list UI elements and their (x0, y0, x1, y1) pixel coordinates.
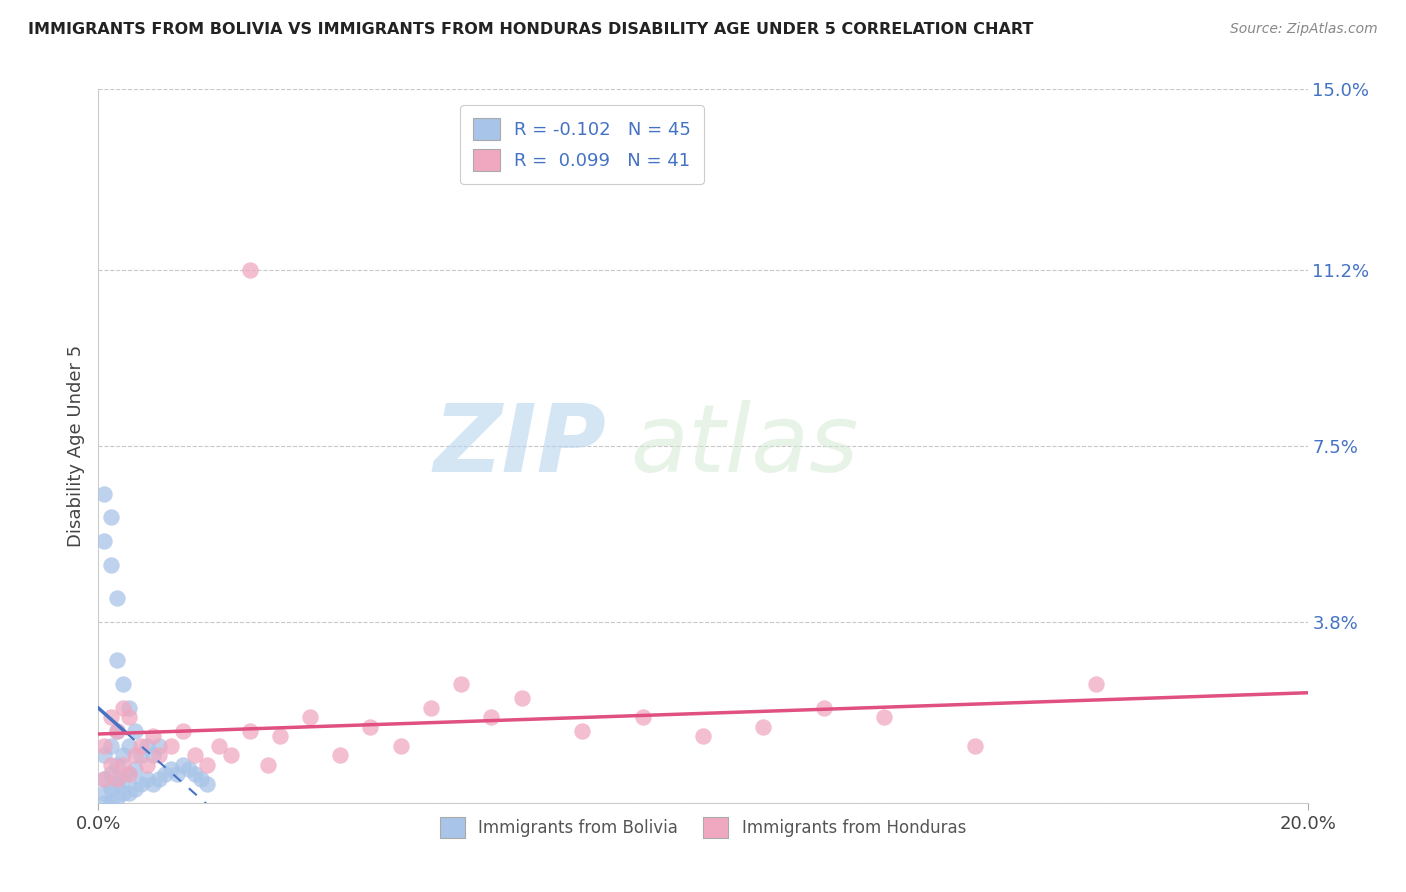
Point (239, 263, 262, 277)
Point (105, 591, 128, 606)
Point (111, 772, 134, 786)
Point (329, 748, 352, 763)
Point (195, 757, 218, 772)
Point (100, 796, 122, 810)
Point (100, 710, 122, 724)
Point (105, 653, 128, 667)
Point (124, 724, 146, 739)
Point (105, 724, 128, 739)
Point (118, 767, 141, 781)
Point (256, 757, 278, 772)
Point (571, 724, 593, 739)
Point (172, 724, 194, 739)
Point (118, 710, 141, 724)
Point (93, 772, 115, 786)
Point (100, 558, 122, 572)
Point (105, 724, 128, 739)
Point (965, 739, 987, 753)
Point (190, 772, 212, 786)
Point (111, 757, 134, 772)
Point (1085, 677, 1108, 691)
Point (100, 739, 122, 753)
Point (100, 757, 122, 772)
Point (813, 700, 835, 714)
Point (510, 691, 533, 706)
Point (752, 720, 775, 734)
Point (118, 700, 141, 714)
Point (172, 757, 194, 772)
Point (124, 748, 146, 763)
Point (692, 729, 714, 743)
Point (93, 796, 115, 810)
Point (420, 700, 443, 714)
Point (124, 781, 146, 796)
Point (129, 748, 152, 763)
Point (389, 739, 412, 753)
Point (184, 748, 207, 763)
Point (111, 700, 134, 714)
Point (118, 767, 141, 781)
Point (93, 772, 115, 786)
Point (135, 739, 157, 753)
Point (148, 739, 170, 753)
Point (124, 763, 146, 777)
Point (129, 777, 152, 791)
Point (129, 739, 152, 753)
Point (195, 777, 218, 791)
Point (142, 748, 165, 763)
Point (105, 777, 128, 791)
Point (179, 763, 201, 777)
Point (105, 791, 128, 805)
Point (873, 710, 896, 724)
Point (93, 786, 115, 800)
Point (239, 724, 262, 739)
Point (148, 772, 170, 786)
Point (166, 767, 188, 781)
Point (142, 729, 165, 743)
Point (142, 777, 165, 791)
Point (93, 739, 115, 753)
Point (631, 710, 654, 724)
Point (105, 757, 128, 772)
Point (299, 710, 322, 724)
Point (118, 786, 141, 800)
Point (93, 486, 115, 500)
Text: Source: ZipAtlas.com: Source: ZipAtlas.com (1230, 22, 1378, 37)
Point (160, 739, 183, 753)
Point (148, 748, 170, 763)
Point (269, 729, 291, 743)
Point (93, 534, 115, 549)
Legend: Immigrants from Bolivia, Immigrants from Honduras: Immigrants from Bolivia, Immigrants from… (433, 811, 973, 845)
Point (93, 748, 115, 763)
Point (111, 748, 134, 763)
Y-axis label: Disability Age Under 5: Disability Age Under 5 (66, 345, 84, 547)
Point (105, 772, 128, 786)
Text: IMMIGRANTS FROM BOLIVIA VS IMMIGRANTS FROM HONDURAS DISABILITY AGE UNDER 5 CORRE: IMMIGRANTS FROM BOLIVIA VS IMMIGRANTS FR… (28, 22, 1033, 37)
Point (481, 710, 503, 724)
Point (153, 767, 176, 781)
Point (100, 781, 122, 796)
Point (100, 767, 122, 781)
Point (221, 748, 243, 763)
Point (135, 772, 157, 786)
Point (111, 786, 134, 800)
Point (184, 767, 207, 781)
Point (160, 763, 183, 777)
Text: ZIP: ZIP (433, 400, 606, 492)
Point (135, 757, 157, 772)
Point (118, 739, 141, 753)
Point (360, 720, 382, 734)
Point (208, 739, 231, 753)
Point (100, 510, 122, 524)
Text: atlas: atlas (630, 401, 859, 491)
Point (111, 677, 134, 691)
Point (450, 677, 472, 691)
